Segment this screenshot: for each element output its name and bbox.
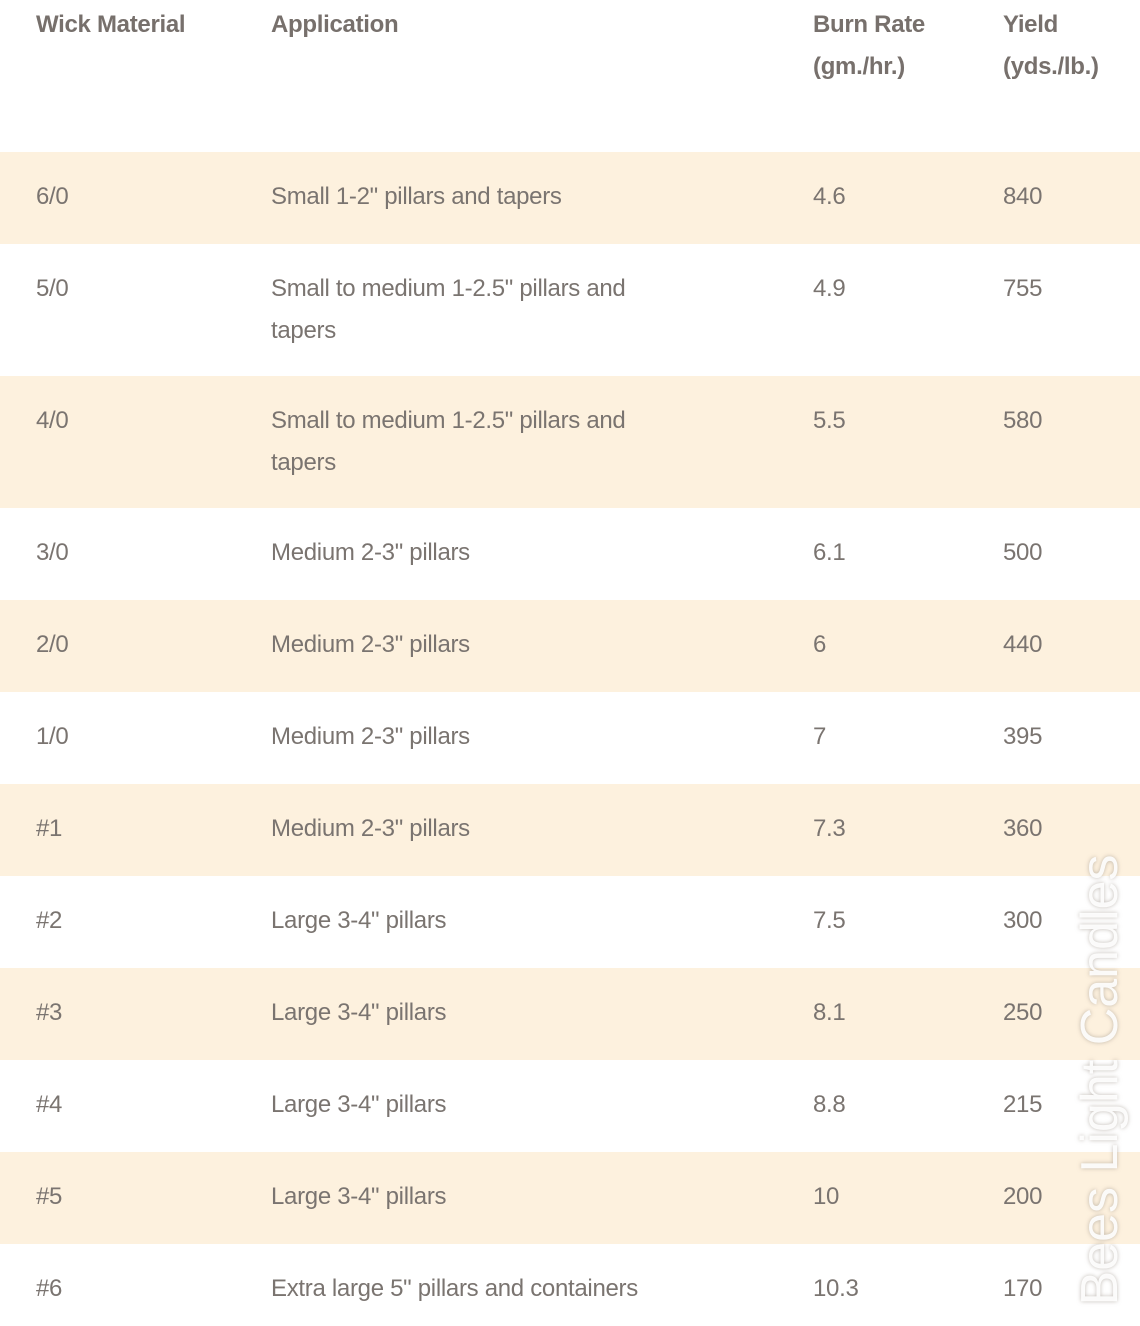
table-row: 1/0 Medium 2-3" pillars 7 395: [0, 692, 1140, 784]
cell-yield: 215: [1003, 1091, 1043, 1118]
cell-burn-rate: 7.5: [813, 907, 846, 934]
cell-burn-rate: 7.3: [813, 815, 846, 842]
cell-burn-rate: 8.8: [813, 1091, 846, 1118]
cell-application: Medium 2-3" pillars: [271, 631, 470, 658]
table-row: #6 Extra large 5" pillars and containers 1…: [0, 1244, 1140, 1325]
table-row: 2/0 Medium 2-3" pillars 6 440: [0, 600, 1140, 692]
cell-application: Large 3-4" pillars: [271, 907, 447, 934]
cell-application: Small 1-2" pillars and tapers: [271, 183, 562, 210]
cell-application: Small to medium 1-2.5" pillars and taper…: [271, 407, 626, 476]
table-row: 3/0 Medium 2-3" pillars 6.1 500: [0, 508, 1140, 600]
table-row: #3 Large 3-4" pillars 8.1 250: [0, 968, 1140, 1060]
table-row: 6/0 Small 1-2" pillars and tapers 4.6 840: [0, 152, 1140, 244]
header-burn-rate: Burn Rate (gm./hr.): [813, 11, 925, 80]
cell-wick: 4/0: [36, 407, 69, 434]
cell-wick: 3/0: [36, 539, 69, 566]
cell-yield: 300: [1003, 907, 1043, 934]
header-yield: Yield (yds./lb.): [1003, 11, 1099, 80]
header-wick-material: Wick Material: [36, 11, 186, 38]
cell-wick: #3: [36, 999, 63, 1026]
table-row: 4/0 Small to medium 1-2.5" pillars and ta…: [0, 376, 1140, 508]
cell-wick: 2/0: [36, 631, 69, 658]
cell-application: Large 3-4" pillars: [271, 999, 447, 1026]
cell-yield: 755: [1003, 275, 1043, 302]
cell-application: Small to medium 1-2.5" pillars and taper…: [271, 275, 626, 344]
cell-burn-rate: 6: [813, 631, 827, 658]
cell-application: Medium 2-3" pillars: [271, 723, 470, 750]
cell-burn-rate: 6.1: [813, 539, 846, 566]
header-row: Wick Material Application Burn Rate (gm.…: [0, 0, 1140, 152]
cell-burn-rate: 7: [813, 723, 827, 750]
cell-application: Medium 2-3" pillars: [271, 815, 470, 842]
cell-application: Extra large 5" pillars and containers: [271, 1275, 638, 1302]
cell-yield: 170: [1003, 1275, 1043, 1302]
cell-yield: 250: [1003, 999, 1043, 1026]
table-row: 5/0 Small to medium 1-2.5" pillars and ta…: [0, 244, 1140, 376]
cell-yield: 360: [1003, 815, 1043, 842]
cell-wick: #5: [36, 1183, 63, 1210]
cell-wick: #2: [36, 907, 63, 934]
cell-burn-rate: 10: [813, 1183, 840, 1210]
header-application: Application: [271, 11, 399, 38]
cell-yield: 395: [1003, 723, 1043, 750]
cell-burn-rate: 5.5: [813, 407, 846, 434]
table-row: #2 Large 3-4" pillars 7.5 300: [0, 876, 1140, 968]
cell-wick: 6/0: [36, 183, 69, 210]
cell-wick: #4: [36, 1091, 63, 1118]
cell-yield: 440: [1003, 631, 1043, 658]
cell-application: Large 3-4" pillars: [271, 1091, 447, 1118]
table-row: #5 Large 3-4" pillars 10 200: [0, 1152, 1140, 1244]
cell-burn-rate: 4.9: [813, 275, 846, 302]
cell-application: Large 3-4" pillars: [271, 1183, 447, 1210]
cell-yield: 200: [1003, 1183, 1043, 1210]
watermark: Bees Light Candles: [1071, 854, 1129, 1306]
cell-wick: 5/0: [36, 275, 69, 302]
cell-yield: 580: [1003, 407, 1043, 434]
cell-burn-rate: 10.3: [813, 1275, 859, 1302]
cell-burn-rate: 8.1: [813, 999, 846, 1026]
cell-wick: #6: [36, 1275, 63, 1302]
cell-burn-rate: 4.6: [813, 183, 846, 210]
cell-application: Medium 2-3" pillars: [271, 539, 470, 566]
cell-yield: 500: [1003, 539, 1043, 566]
cell-wick: 1/0: [36, 723, 69, 750]
cell-yield: 840: [1003, 183, 1043, 210]
cell-wick: #1: [36, 815, 63, 842]
table-row: #1 Medium 2-3" pillars 7.3 360: [0, 784, 1140, 876]
table-row: #4 Large 3-4" pillars 8.8 215: [0, 1060, 1140, 1152]
